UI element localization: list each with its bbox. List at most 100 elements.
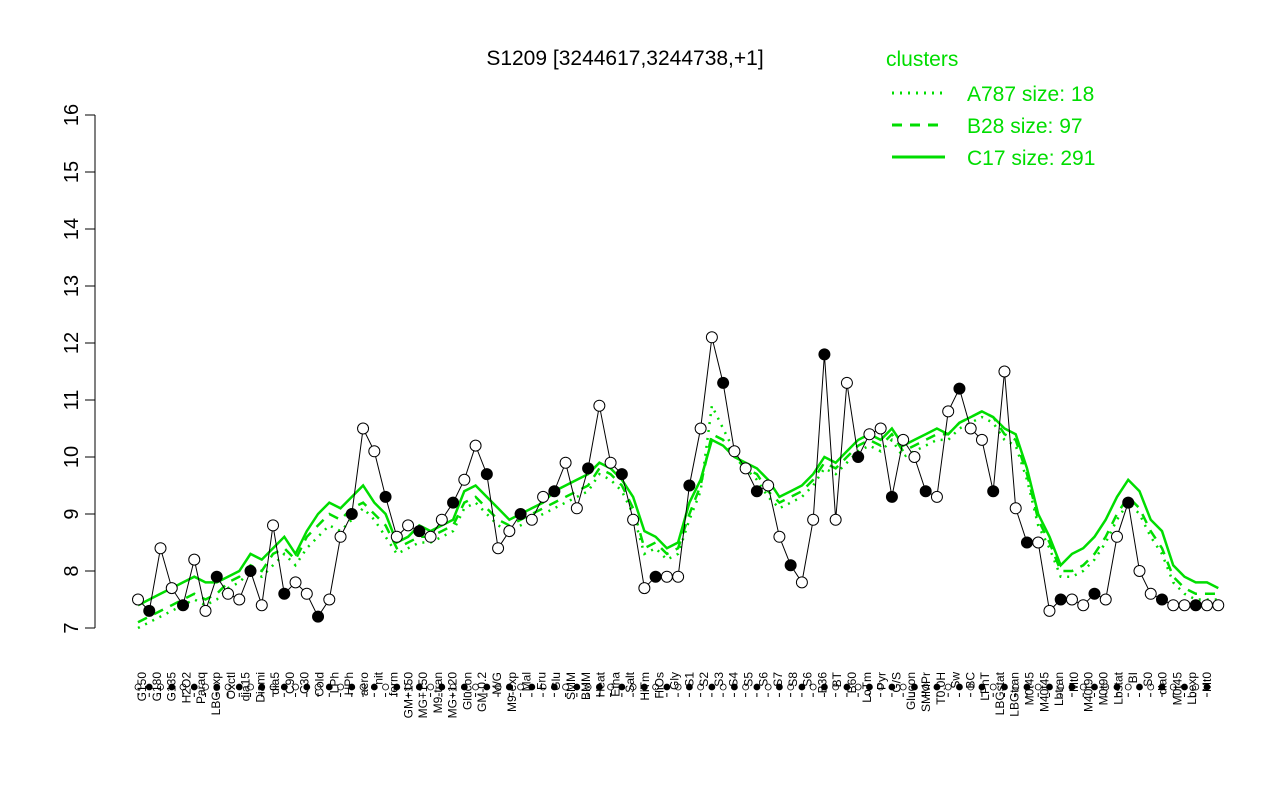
x-tick-label: Lbtran xyxy=(1052,672,1066,706)
data-point xyxy=(570,502,583,515)
data-point xyxy=(975,433,988,446)
x-tick-label: Pyr xyxy=(875,672,889,690)
data-point xyxy=(154,542,167,555)
data-point xyxy=(1201,599,1213,612)
x-marker xyxy=(247,683,254,691)
x-tick-label: LBGtran xyxy=(1008,672,1022,717)
x-marker xyxy=(269,683,277,691)
x-tick-label: M9-tran xyxy=(431,672,445,713)
data-point xyxy=(525,513,538,526)
x-tick-label: LoTm xyxy=(860,672,874,703)
x-marker xyxy=(618,683,626,691)
x-marker xyxy=(1034,683,1042,691)
x-marker xyxy=(415,683,423,691)
x-tick-label: Fru xyxy=(534,672,548,690)
x-marker xyxy=(382,683,389,691)
x-marker xyxy=(370,683,378,691)
x-marker xyxy=(393,683,401,691)
x-marker xyxy=(1136,683,1143,691)
x-tick-label: M9-exp xyxy=(505,672,519,712)
x-marker xyxy=(404,683,412,691)
x-tick-label: HPh xyxy=(342,672,356,695)
data-point xyxy=(244,565,257,577)
data-point xyxy=(255,599,268,612)
data-point xyxy=(199,604,212,617)
data-point xyxy=(480,468,493,481)
x-tick-label: BMM xyxy=(579,672,593,700)
x-tick-label: dia5 xyxy=(268,672,282,695)
x-marker xyxy=(956,683,963,691)
data-point xyxy=(1077,599,1090,612)
x-tick-label: S6 xyxy=(756,672,770,687)
x-marker xyxy=(595,683,603,691)
legend-label: C17 size: 291 xyxy=(967,147,1095,170)
cluster-lines xyxy=(137,401,1219,630)
x-axis: G150 G180 G135 H2O2 Paraq LBGexp Oxctl dia15 Dia… xyxy=(134,671,1214,719)
data-point xyxy=(1065,593,1078,606)
x-marker xyxy=(1113,683,1121,691)
x-marker xyxy=(1181,683,1188,691)
x-marker xyxy=(168,683,176,691)
x-tick-label: Sw xyxy=(949,672,963,689)
x-marker xyxy=(1147,683,1155,691)
data-point xyxy=(852,451,865,463)
x-marker xyxy=(280,683,288,691)
x-marker xyxy=(449,683,457,691)
data-point xyxy=(1043,604,1056,617)
data-point xyxy=(334,530,347,543)
x-marker xyxy=(753,683,761,691)
x-marker xyxy=(697,683,705,691)
data-point xyxy=(582,462,595,475)
x-marker xyxy=(427,683,434,691)
data-point xyxy=(638,582,651,595)
x-marker xyxy=(1023,683,1031,691)
x-tick-label: LPhT xyxy=(978,671,992,700)
data-point xyxy=(503,525,516,538)
x-tick-label: T0.0H xyxy=(934,672,948,705)
data-point xyxy=(469,439,482,452)
x-marker xyxy=(888,683,896,691)
data-point xyxy=(897,433,910,446)
x-tick-label: LPh xyxy=(327,672,341,693)
x-tick-label: dia0 xyxy=(1156,672,1170,695)
x-marker xyxy=(1057,683,1065,691)
x-marker xyxy=(562,683,569,691)
x-tick-label: Paraq xyxy=(194,672,208,704)
x-tick-label: M0t45 xyxy=(1170,672,1184,706)
x-tick-label: B60 xyxy=(845,672,859,694)
y-tick-label: 9 xyxy=(61,508,83,519)
x-tick-label: LBGstat xyxy=(993,671,1007,715)
data-point xyxy=(694,422,707,435)
x-marker xyxy=(483,683,491,691)
data-point xyxy=(1122,496,1135,509)
x-tick-label: M0t90 xyxy=(1096,672,1110,706)
x-marker xyxy=(652,683,660,691)
y-tick-label: 10 xyxy=(61,446,83,468)
x-tick-label: ferm xyxy=(386,672,400,696)
data-point xyxy=(300,587,313,600)
data-point xyxy=(379,490,392,503)
x-marker xyxy=(776,683,783,691)
x-marker xyxy=(145,683,153,691)
x-marker xyxy=(584,683,592,691)
x-marker xyxy=(719,683,727,691)
x-tick-label: S5 xyxy=(741,672,755,687)
x-tick-label: B36 xyxy=(815,672,829,694)
data-point xyxy=(413,525,426,538)
data-point xyxy=(323,593,336,606)
data-point xyxy=(593,399,606,412)
cluster-line-dashed xyxy=(137,409,1219,624)
legend-label: B28 size: 97 xyxy=(967,115,1083,138)
x-marker xyxy=(224,683,232,691)
legend-label: A787 size: 18 xyxy=(967,83,1094,106)
x-tick-label: SMMPr xyxy=(919,672,933,712)
x-tick-label: C90 xyxy=(283,672,297,694)
data-point xyxy=(559,456,572,469)
x-tick-label: MG+120 xyxy=(446,672,460,719)
y-tick-label: 15 xyxy=(61,161,83,183)
x-marker xyxy=(944,683,952,691)
data-point xyxy=(165,582,178,595)
x-tick-label: S6 xyxy=(801,672,815,687)
data-point xyxy=(1189,599,1202,612)
data-point xyxy=(1212,599,1225,612)
